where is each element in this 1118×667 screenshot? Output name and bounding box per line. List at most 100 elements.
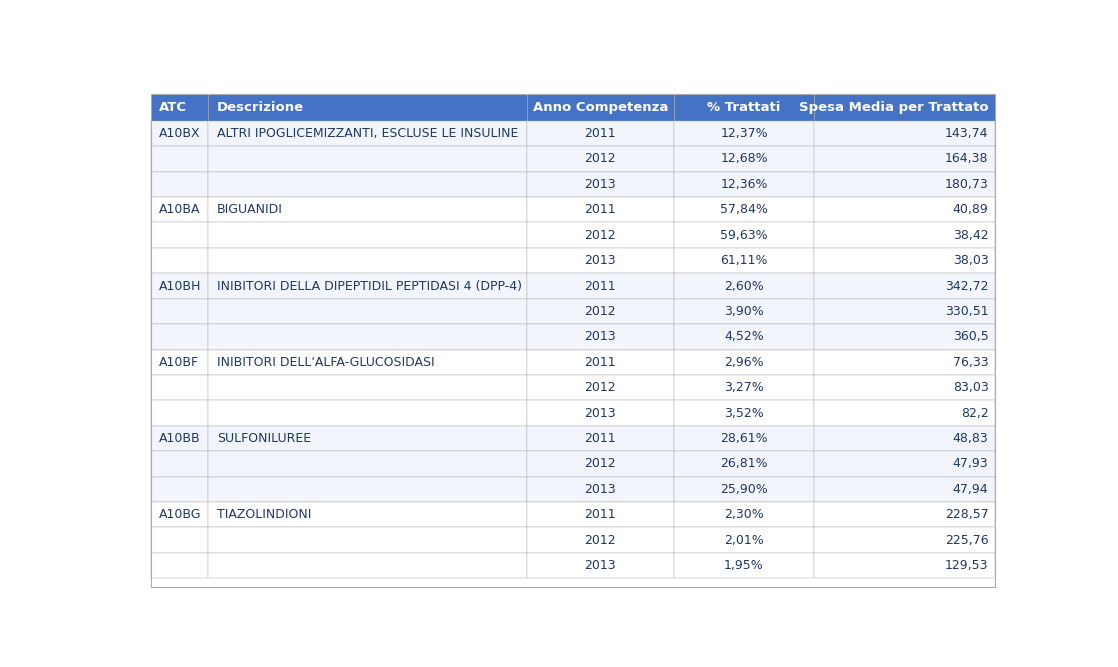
Text: 57,84%: 57,84%	[720, 203, 768, 216]
Bar	[674, 171, 814, 197]
Bar	[674, 273, 814, 299]
Text: 225,76: 225,76	[945, 534, 988, 547]
Bar	[208, 273, 527, 299]
Text: 28,61%: 28,61%	[720, 432, 768, 445]
Text: 180,73: 180,73	[945, 178, 988, 191]
Text: 2013: 2013	[585, 254, 616, 267]
Bar	[814, 375, 995, 400]
Bar	[151, 248, 208, 273]
Bar	[208, 375, 527, 400]
Bar	[527, 426, 674, 451]
Text: 2,30%: 2,30%	[724, 508, 764, 521]
Text: 40,89: 40,89	[953, 203, 988, 216]
Bar	[674, 451, 814, 477]
Text: TIAZOLINDIONI: TIAZOLINDIONI	[217, 508, 311, 521]
Bar	[208, 171, 527, 197]
Bar	[527, 121, 674, 146]
Bar	[674, 528, 814, 553]
Text: Spesa Media per Trattato: Spesa Media per Trattato	[798, 101, 988, 114]
Text: 47,93: 47,93	[953, 458, 988, 470]
Bar	[151, 171, 208, 197]
Text: 3,90%: 3,90%	[724, 305, 764, 318]
Text: 38,03: 38,03	[953, 254, 988, 267]
Text: 330,51: 330,51	[945, 305, 988, 318]
Text: 2012: 2012	[585, 381, 616, 394]
Bar	[527, 248, 674, 273]
Text: 2011: 2011	[585, 508, 616, 521]
Text: 164,38: 164,38	[945, 153, 988, 165]
Text: 1,95%: 1,95%	[724, 559, 764, 572]
Bar	[208, 528, 527, 553]
Text: A10BG: A10BG	[159, 508, 201, 521]
Bar	[527, 502, 674, 528]
Bar	[527, 146, 674, 171]
Text: 2013: 2013	[585, 178, 616, 191]
Bar	[151, 375, 208, 400]
Bar	[814, 121, 995, 146]
Text: 26,81%: 26,81%	[720, 458, 768, 470]
Text: 38,42: 38,42	[953, 229, 988, 241]
Bar	[151, 528, 208, 553]
Text: 2011: 2011	[585, 356, 616, 369]
Bar	[208, 553, 527, 578]
Bar	[527, 299, 674, 324]
Bar	[527, 94, 674, 121]
Text: 228,57: 228,57	[945, 508, 988, 521]
Bar	[527, 528, 674, 553]
Bar	[151, 273, 208, 299]
Text: 25,90%: 25,90%	[720, 483, 768, 496]
Text: 12,68%: 12,68%	[720, 153, 768, 165]
Bar	[674, 94, 814, 121]
Text: A10BX: A10BX	[159, 127, 201, 140]
Text: 12,37%: 12,37%	[720, 127, 768, 140]
Text: % Trattati: % Trattati	[708, 101, 780, 114]
Bar	[814, 528, 995, 553]
Bar	[151, 350, 208, 375]
Text: 2012: 2012	[585, 534, 616, 547]
Bar	[208, 451, 527, 477]
Text: 2012: 2012	[585, 153, 616, 165]
Bar	[814, 553, 995, 578]
Bar	[151, 477, 208, 502]
Bar	[814, 502, 995, 528]
Text: 2012: 2012	[585, 458, 616, 470]
Text: 2013: 2013	[585, 407, 616, 420]
Bar	[208, 146, 527, 171]
Bar	[674, 502, 814, 528]
Text: A10BA: A10BA	[159, 203, 201, 216]
Bar	[674, 400, 814, 426]
Bar	[814, 248, 995, 273]
Text: Descrizione: Descrizione	[217, 101, 304, 114]
Bar	[814, 350, 995, 375]
Bar	[814, 146, 995, 171]
Text: A10BF: A10BF	[159, 356, 199, 369]
Text: 47,94: 47,94	[953, 483, 988, 496]
Bar	[674, 197, 814, 223]
Bar	[674, 248, 814, 273]
Bar	[814, 273, 995, 299]
Bar	[151, 553, 208, 578]
Bar	[527, 324, 674, 350]
Bar	[151, 502, 208, 528]
Text: SULFONILUREE: SULFONILUREE	[217, 432, 311, 445]
Bar	[527, 350, 674, 375]
Bar	[674, 223, 814, 248]
Bar	[527, 171, 674, 197]
Text: INIBITORI DELLA DIPEPTIDIL PEPTIDASI 4 (DPP-4): INIBITORI DELLA DIPEPTIDIL PEPTIDASI 4 (…	[217, 279, 522, 293]
Bar	[151, 324, 208, 350]
Text: 12,36%: 12,36%	[720, 178, 768, 191]
Text: 2013: 2013	[585, 483, 616, 496]
Text: 2011: 2011	[585, 432, 616, 445]
Text: A10BB: A10BB	[159, 432, 201, 445]
Bar	[527, 223, 674, 248]
Bar	[151, 146, 208, 171]
Text: 61,11%: 61,11%	[720, 254, 768, 267]
Bar	[814, 223, 995, 248]
Bar	[208, 248, 527, 273]
Text: 129,53: 129,53	[945, 559, 988, 572]
Bar	[151, 121, 208, 146]
Bar	[208, 426, 527, 451]
Bar	[208, 477, 527, 502]
Bar	[151, 400, 208, 426]
Bar	[674, 299, 814, 324]
